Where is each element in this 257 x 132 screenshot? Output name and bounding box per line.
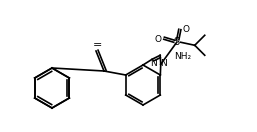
- Text: O: O: [154, 35, 161, 44]
- Text: N: N: [150, 59, 157, 68]
- Text: O: O: [182, 25, 189, 34]
- Text: S: S: [174, 37, 180, 47]
- Text: NH₂: NH₂: [174, 52, 191, 61]
- Text: N: N: [160, 59, 167, 68]
- Text: =: =: [93, 40, 103, 50]
